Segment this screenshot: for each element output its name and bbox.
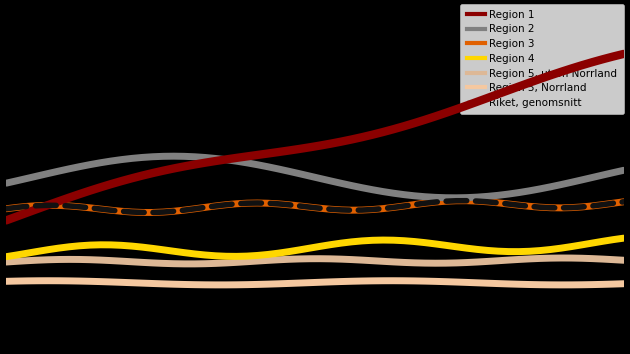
Legend: Region 1, Region 2, Region 3, Region 4, Region 5, utom Norrland, Region 5, Norrl: Region 1, Region 2, Region 3, Region 4, … (461, 4, 624, 114)
